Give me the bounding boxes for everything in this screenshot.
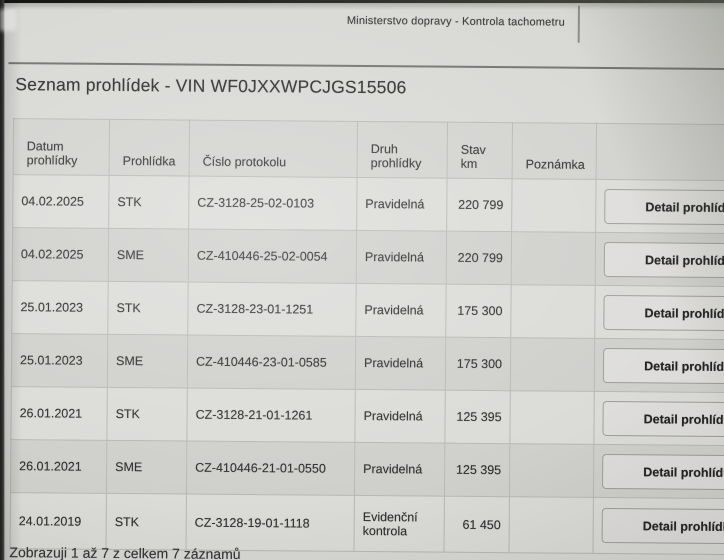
- cell-datum: 04.02.2025: [12, 227, 109, 282]
- cell-datum: 26.01.2021: [10, 439, 107, 494]
- cell-prohlidka: STK: [106, 387, 188, 442]
- cell-datum: 04.02.2025: [12, 174, 110, 229]
- cell-druh: Evidenční kontrola: [353, 495, 445, 553]
- header-divider: [8, 62, 724, 71]
- cell-datum: 25.01.2023: [11, 333, 108, 388]
- column-header-Číslo protokolu: Číslo protokolu: [189, 120, 358, 178]
- cell-prohlidka: SME: [108, 228, 189, 283]
- cell-poznamka: [509, 390, 595, 445]
- cell-druh: Pravidelná: [355, 336, 446, 391]
- cell-action: Detail prohlídky: [595, 232, 724, 288]
- cell-prohlidka: SME: [107, 334, 188, 389]
- page-title: Seznam prohlídek - VIN WF0JXXWPCJGS15506: [15, 74, 407, 98]
- cell-protokol: CZ-3128-23-01-1251: [187, 282, 357, 337]
- cell-stav_km: 220 799: [446, 178, 513, 232]
- detail-prohlidky-button[interactable]: Detail prohlídky: [602, 347, 724, 384]
- cell-poznamka: [511, 178, 597, 233]
- cell-datum: 24.01.2019: [10, 492, 107, 550]
- cell-action: Detail prohlídky: [594, 285, 724, 341]
- cell-protokol: CZ-410446-23-01-0585: [187, 335, 356, 390]
- inspection-table-header: Datum prohlídky Prohlídka Číslo protokolu D…: [13, 118, 724, 182]
- cell-stav_km: 175 300: [445, 284, 512, 338]
- detail-prohlidky-button[interactable]: Detail prohlídky: [603, 241, 724, 278]
- cell-poznamka: [509, 443, 594, 498]
- cell-protokol: CZ-3128-19-01-1118: [185, 494, 355, 552]
- print-header-title: Ministerstvo dopravy - Kontrola tachomet…: [346, 14, 565, 29]
- photo-glare: [0, 9, 16, 31]
- column-header-actions: [596, 123, 724, 182]
- cell-druh: Pravidelná: [354, 389, 446, 444]
- cell-action: Detail prohlídky: [593, 444, 724, 500]
- header-edge-line: [577, 5, 580, 43]
- cell-protokol: CZ-3128-21-01-1261: [186, 388, 356, 443]
- cell-stav_km: 175 300: [445, 337, 511, 391]
- detail-prohlidky-button[interactable]: Detail prohlídky: [601, 507, 724, 545]
- cell-stav_km: 220 799: [446, 231, 512, 285]
- cell-druh: Pravidelná: [356, 230, 447, 285]
- detail-prohlidky-button[interactable]: Detail prohlídky: [602, 453, 724, 490]
- column-header-Druh prohlídky: Druh prohlídky: [357, 121, 448, 179]
- table-row: 25.01.2023 STK CZ-3128-23-01-1251 Pravideln…: [11, 280, 724, 341]
- photo-edge-left: [0, 0, 5, 560]
- cell-druh: Pravidelná: [354, 442, 445, 497]
- detail-prohlidky-button[interactable]: Detail prohlídky: [602, 400, 724, 437]
- cell-druh: Pravidelná: [355, 283, 447, 338]
- table-row: 26.01.2021 SME CZ-410446-21-01-0550 Pravide…: [10, 439, 724, 500]
- cell-action: Detail prohlídky: [595, 179, 724, 235]
- cell-protokol: CZ-410446-25-02-0054: [188, 229, 357, 284]
- cell-prohlidka: STK: [108, 175, 190, 230]
- table-row: 04.02.2025 SME CZ-410446-25-02-0054 Pravide…: [12, 227, 724, 288]
- cell-action: Detail prohlídky: [593, 391, 724, 447]
- photo-edge-top: [0, 0, 724, 3]
- cell-poznamka: [511, 231, 596, 286]
- header-row: Datum prohlídky Prohlídka Číslo protokolu D…: [13, 118, 724, 182]
- inspection-table-body: 04.02.2025 STK CZ-3128-25-02-0103 Pravideln…: [10, 174, 724, 556]
- cell-stav_km: 61 450: [443, 496, 510, 553]
- cell-datum: 26.01.2021: [10, 386, 108, 441]
- detail-prohlidky-button[interactable]: Detail prohlídky: [604, 188, 724, 225]
- cell-druh: Pravidelná: [356, 177, 448, 232]
- cell-prohlidka: SME: [106, 440, 187, 495]
- cell-protokol: CZ-3128-25-02-0103: [188, 176, 358, 231]
- column-header-Stav km: Stav km: [447, 122, 513, 179]
- cell-prohlidka: STK: [105, 493, 187, 551]
- cell-datum: 25.01.2023: [11, 280, 109, 335]
- results-summary: Zobrazuji 1 až 7 z celkem 7 záznamů: [9, 544, 241, 560]
- cell-poznamka: [510, 337, 595, 392]
- inspection-table: Datum prohlídky Prohlídka Číslo protokolu D…: [9, 118, 724, 556]
- cell-action: Detail prohlídky: [592, 497, 724, 556]
- column-header-Prohlídka: Prohlídka: [109, 119, 190, 177]
- cell-stav_km: 125 395: [444, 390, 511, 444]
- cell-action: Detail prohlídky: [594, 338, 724, 394]
- cell-poznamka: [510, 284, 596, 339]
- cell-poznamka: [508, 496, 594, 554]
- table-row: 26.01.2021 STK CZ-3128-21-01-1261 Pravideln…: [10, 386, 724, 447]
- table-row: 25.01.2023 SME CZ-410446-23-01-0585 Pravide…: [11, 333, 724, 394]
- table-row: 04.02.2025 STK CZ-3128-25-02-0103 Pravideln…: [12, 174, 724, 235]
- cell-protokol: CZ-410446-21-01-0550: [186, 441, 355, 496]
- detail-prohlidky-button[interactable]: Detail prohlídky: [603, 294, 724, 331]
- cell-stav_km: 125 395: [444, 443, 510, 497]
- cell-prohlidka: STK: [107, 281, 189, 336]
- column-header-Datum prohlídky: Datum prohlídky: [13, 118, 110, 176]
- column-header-Poznámka: Poznámka: [512, 122, 597, 180]
